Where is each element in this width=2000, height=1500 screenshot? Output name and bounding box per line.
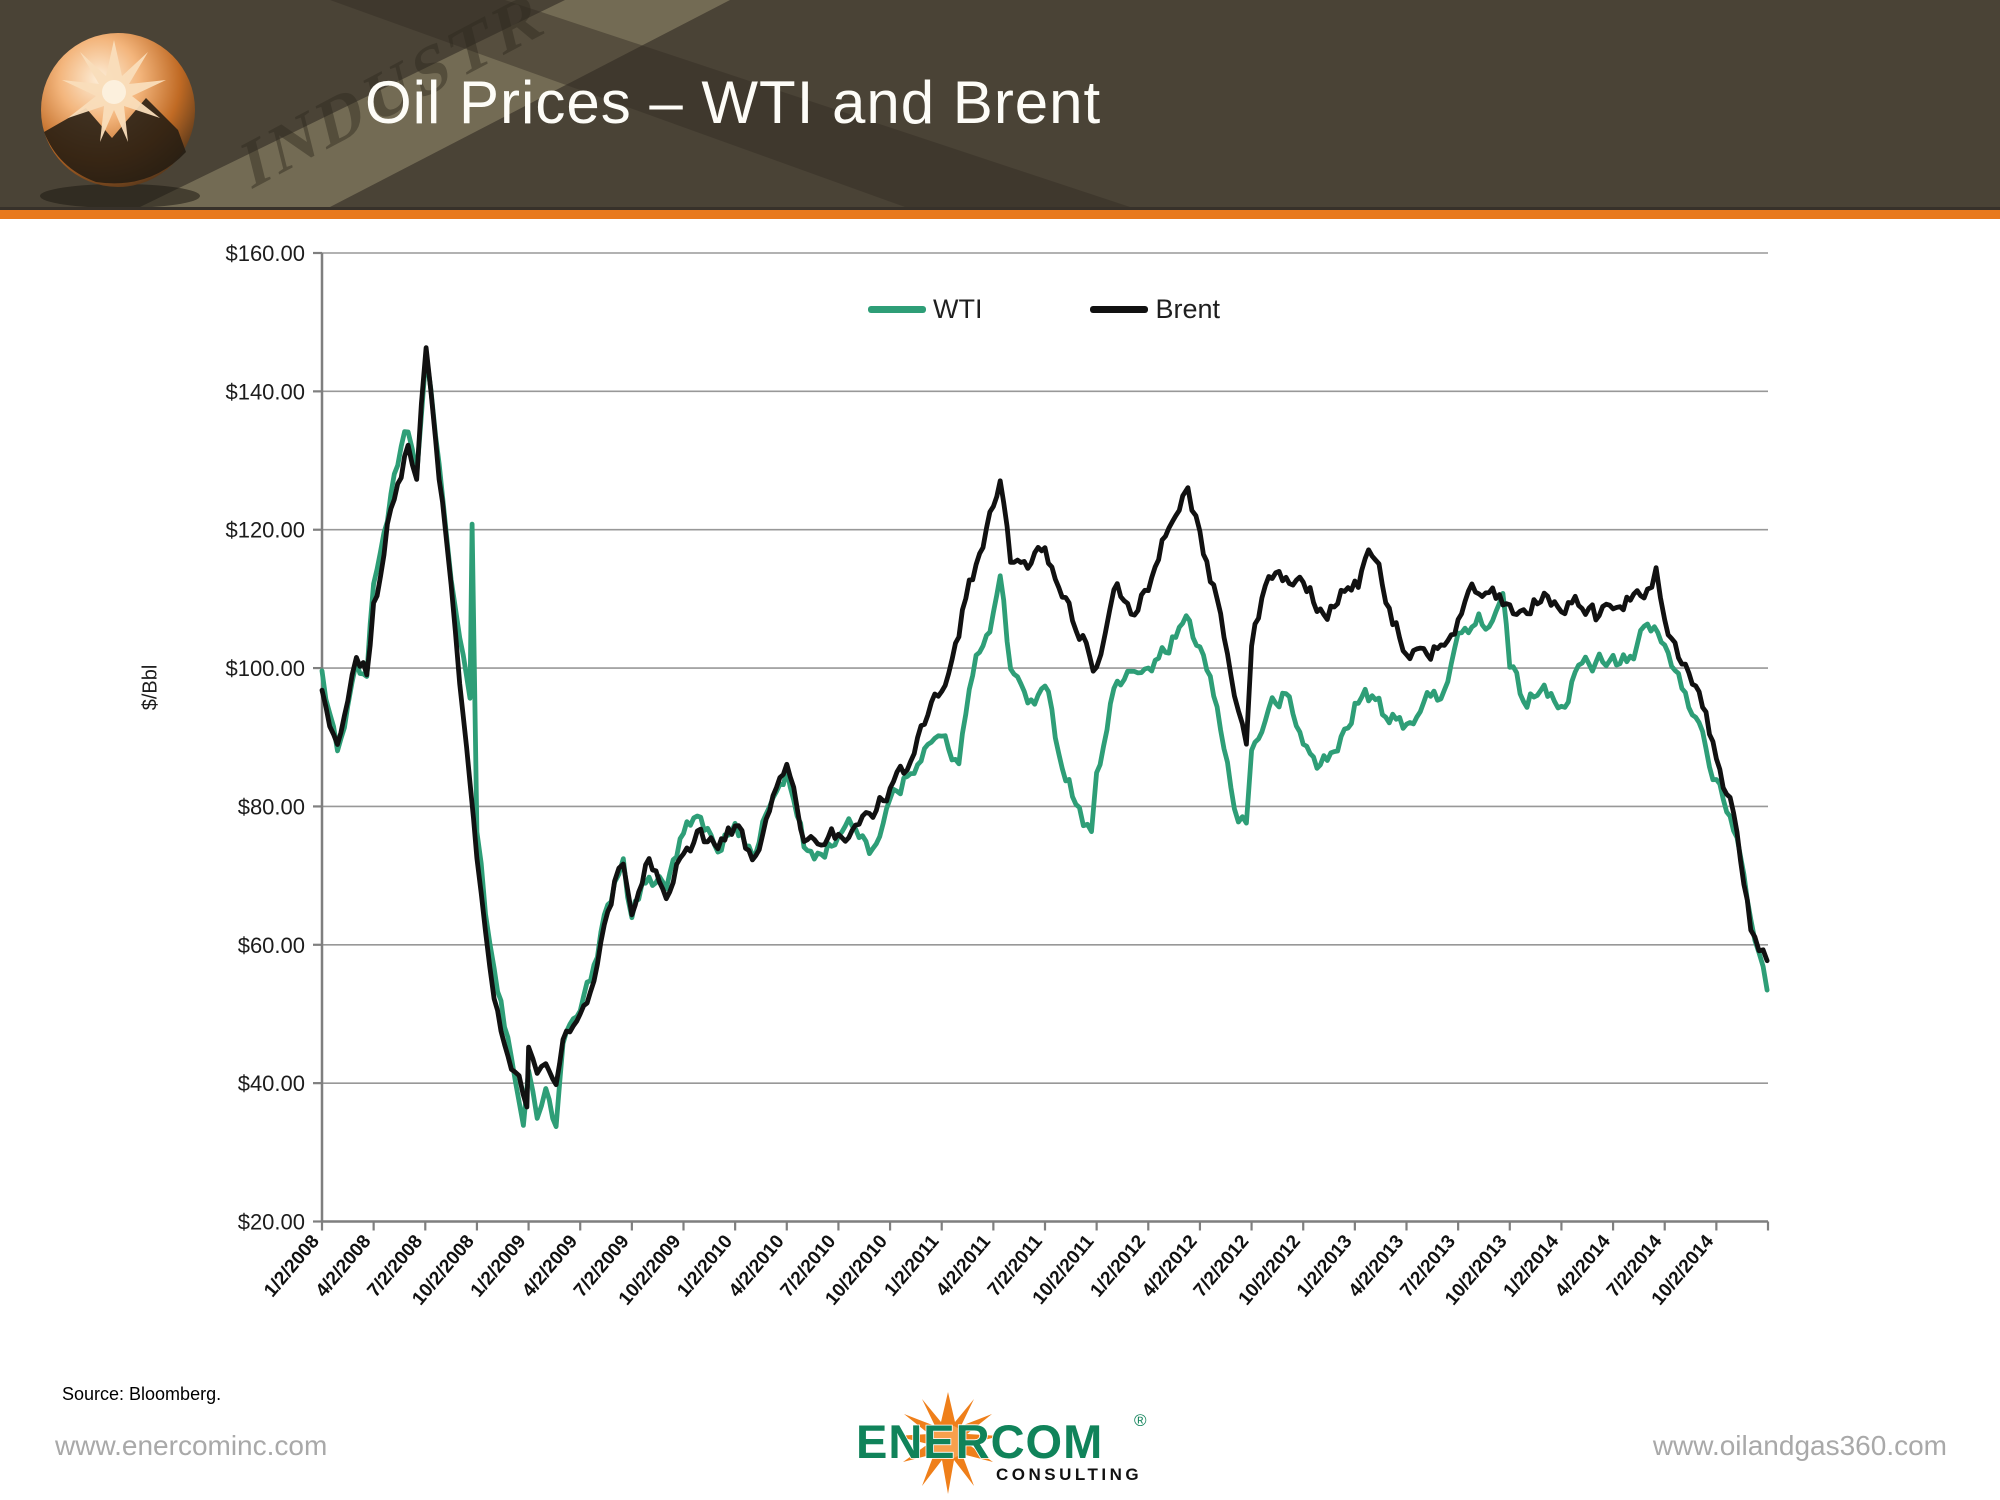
oilandgas360-url-link[interactable]: www.oilandgas360.com (1652, 1430, 1947, 1461)
accent-bar (0, 210, 2000, 219)
y-tick-label: $20.00 (238, 1210, 305, 1235)
y-tick-label: $120.00 (225, 518, 305, 543)
globe-shadow (40, 184, 200, 207)
header-ribbon (140, 0, 730, 207)
globe-sunburst (62, 40, 166, 142)
legend-item-wti: WTI (868, 294, 982, 325)
chart-legend: WTI Brent (868, 294, 1220, 325)
y-tick-label: $40.00 (238, 1071, 305, 1096)
enercom-consulting-logo: ENERCOM ® CONSULTING (855, 1392, 1147, 1494)
logo-registered-mark: ® (1134, 1411, 1147, 1430)
page-title: Oil Prices – WTI and Brent (365, 69, 1102, 136)
y-tick-label: $140.00 (225, 379, 305, 404)
logo-word: ENERCOM (856, 1415, 1103, 1468)
y-tick-label: $100.00 (225, 656, 305, 681)
y-axis-title: $/Bbl (139, 664, 162, 711)
series-line-wti (319, 351, 1770, 1129)
globe-logo (40, 33, 200, 207)
legend-item-brent: Brent (1090, 294, 1220, 325)
header-cross-band (330, 0, 1130, 207)
globe-dark-wedge (44, 98, 186, 184)
series-line-brent (319, 345, 1770, 1110)
logo-sunburst-icon (896, 1392, 1000, 1494)
y-tick-label: $80.00 (238, 794, 305, 819)
legend-swatch-brent (1090, 306, 1149, 313)
y-tick-label: $160.00 (225, 241, 305, 266)
header-decoration: INDUSTR (40, 0, 1130, 207)
legend-label-brent: Brent (1155, 294, 1221, 324)
logo-subword: CONSULTING (996, 1465, 1142, 1484)
slide-header: INDUSTR Oil (0, 0, 2000, 207)
header-divider (0, 207, 2000, 210)
legend-label-wti: WTI (933, 294, 983, 324)
y-tick-label: $60.00 (238, 933, 305, 958)
source-note: Source: Bloomberg. (62, 1384, 222, 1404)
enercom-url-link[interactable]: www.enercominc.com (55, 1430, 328, 1461)
legend-swatch-wti (868, 306, 926, 313)
